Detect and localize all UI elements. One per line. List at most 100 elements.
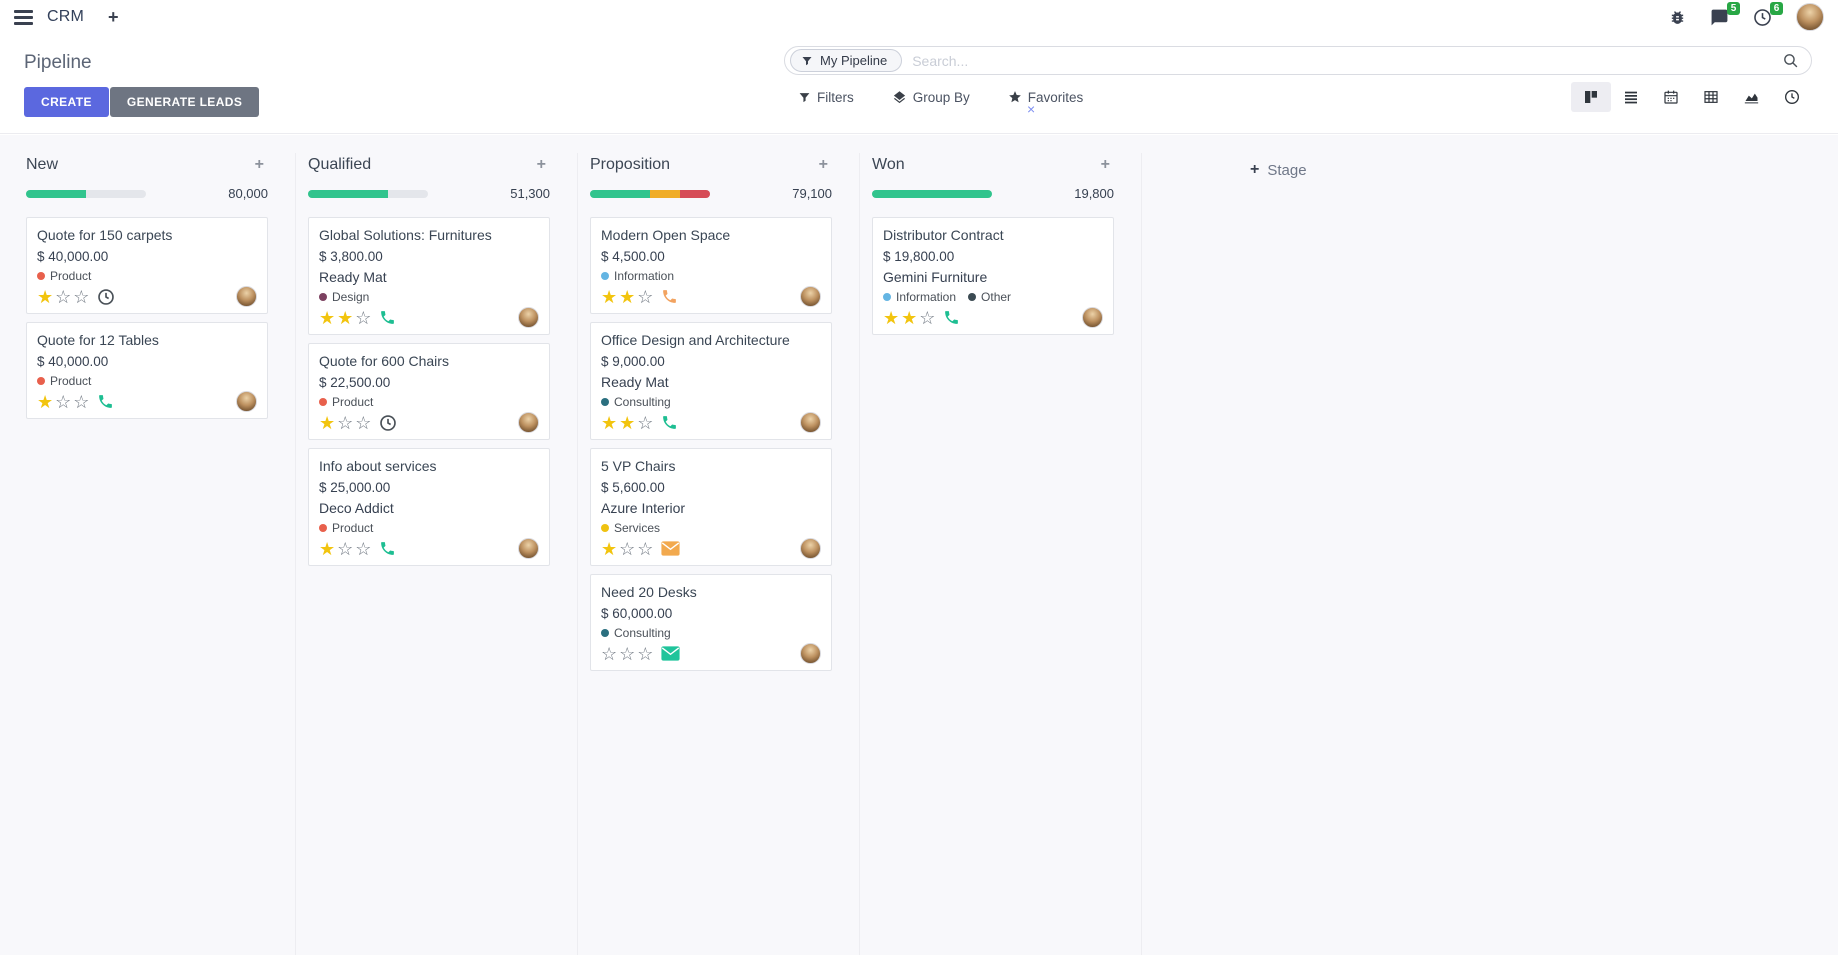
column-cards: Modern Open Space $ 4,500.00 Information… (590, 217, 832, 671)
kanban-column-qualified: Qualified + 51,300 Global Solutions: Fur… (296, 153, 578, 955)
column-progressbar[interactable] (872, 189, 992, 198)
kanban-card[interactable]: Quote for 150 carpets $ 40,000.00 Produc… (26, 217, 268, 314)
priority-star-icon[interactable]: ★ (37, 391, 54, 412)
priority-star-icon[interactable]: ★ (901, 307, 918, 328)
priority-star-icon[interactable]: ☆ (637, 538, 654, 559)
clock-activity-icon[interactable] (97, 288, 115, 306)
pivot-view-button[interactable] (1691, 82, 1731, 112)
priority-star-icon[interactable]: ★ (601, 412, 618, 433)
priority-star-icon[interactable]: ★ (619, 412, 636, 433)
priority-star-icon[interactable]: ★ (601, 538, 618, 559)
activity-view-button[interactable] (1772, 82, 1812, 112)
priority-star-icon[interactable]: ☆ (337, 538, 354, 559)
phone-activity-icon[interactable] (661, 288, 678, 305)
priority-star-icon[interactable]: ★ (619, 286, 636, 307)
salesperson-avatar[interactable] (800, 643, 821, 664)
filters-menu[interactable]: Filters (784, 84, 868, 111)
list-view-button[interactable] (1611, 82, 1651, 112)
salesperson-avatar[interactable] (518, 307, 539, 328)
card-amount: $ 4,500.00 (601, 249, 665, 264)
priority-star-icon[interactable]: ☆ (337, 412, 354, 433)
phone-activity-icon[interactable] (661, 414, 678, 431)
messages-icon[interactable]: 5 (1710, 1, 1740, 27)
phone-activity-icon[interactable] (97, 393, 114, 410)
calendar-view-button[interactable] (1651, 82, 1691, 112)
salesperson-avatar[interactable] (800, 412, 821, 433)
column-progressbar[interactable] (308, 189, 428, 198)
priority-star-icon[interactable]: ☆ (637, 286, 654, 307)
priority-star-icon[interactable]: ☆ (619, 643, 636, 664)
quick-create-icon[interactable]: + (818, 156, 828, 173)
kanban-view-button[interactable] (1571, 82, 1611, 112)
phone-activity-icon[interactable] (379, 309, 396, 326)
graph-view-button[interactable] (1731, 82, 1772, 112)
column-progressbar[interactable] (590, 189, 710, 198)
priority-star-icon[interactable]: ★ (319, 538, 336, 559)
create-button[interactable]: CREATE (24, 87, 109, 117)
debug-bug-icon[interactable] (1669, 9, 1686, 26)
activities-clock-icon[interactable]: 6 (1753, 1, 1783, 27)
clock-activity-icon[interactable] (379, 414, 397, 432)
phone-activity-icon[interactable] (943, 309, 960, 326)
priority-star-icon[interactable]: ★ (319, 412, 336, 433)
column-progressbar[interactable] (26, 189, 146, 198)
quick-create-icon[interactable]: + (254, 156, 264, 173)
priority-star-icon[interactable]: ★ (337, 307, 354, 328)
priority-star-icon[interactable]: ☆ (919, 307, 936, 328)
priority-star-icon[interactable]: ☆ (355, 538, 372, 559)
salesperson-avatar[interactable] (518, 538, 539, 559)
priority-star-icon[interactable]: ☆ (55, 391, 72, 412)
priority-star-icon[interactable]: ☆ (637, 643, 654, 664)
kanban-card[interactable]: Office Design and Architecture $ 9,000.0… (590, 322, 832, 440)
search-bar[interactable]: My Pipeline Search... (784, 46, 1812, 75)
search-icon[interactable] (1782, 52, 1799, 69)
priority-star-icon[interactable]: ☆ (73, 391, 90, 412)
priority-star-icon[interactable]: ★ (37, 286, 54, 307)
kanban-card[interactable]: Distributor Contract $ 19,800.00 Gemini … (872, 217, 1114, 335)
priority-star-icon[interactable]: ☆ (619, 538, 636, 559)
kanban-card[interactable]: Modern Open Space $ 4,500.00 Information… (590, 217, 832, 314)
favorites-menu[interactable]: Favorites (994, 84, 1098, 111)
phone-activity-icon[interactable] (379, 540, 396, 557)
salesperson-avatar[interactable] (800, 538, 821, 559)
search-facet-my-pipeline[interactable]: My Pipeline (790, 49, 903, 72)
kanban-board: New + 80,000 Quote for 150 carpets $ 40,… (0, 135, 1838, 955)
card-tag: Product (37, 269, 91, 283)
priority-star-icon[interactable]: ★ (601, 286, 618, 307)
priority-star-icon[interactable]: ☆ (355, 307, 372, 328)
kanban-card[interactable]: Need 20 Desks $ 60,000.00 Consulting ☆ ☆ ☆ (590, 574, 832, 671)
priority-star-icon[interactable]: ☆ (355, 412, 372, 433)
quick-create-icon[interactable]: + (536, 156, 546, 173)
mail-activity-icon[interactable] (661, 541, 681, 556)
apps-menu-icon[interactable] (14, 9, 33, 25)
app-name[interactable]: CRM (47, 8, 85, 25)
kanban-card[interactable]: Info about services $ 25,000.00 Deco Add… (308, 448, 550, 566)
salesperson-avatar[interactable] (236, 391, 257, 412)
salesperson-avatar[interactable] (236, 286, 257, 307)
mail-activity-icon[interactable] (661, 646, 681, 661)
kanban-card[interactable]: Quote for 12 Tables $ 40,000.00 Product … (26, 322, 268, 419)
priority-star-icon[interactable]: ☆ (73, 286, 90, 307)
priority-star-icon[interactable]: ☆ (55, 286, 72, 307)
activity-clock-icon (1785, 90, 1799, 104)
kanban-card[interactable]: Global Solutions: Furnitures $ 3,800.00 … (308, 217, 550, 335)
facet-remove-icon[interactable]: × (1027, 101, 1036, 117)
group-by-menu[interactable]: Group By (878, 84, 984, 111)
kanban-card[interactable]: 5 VP Chairs $ 5,600.00 Azure Interior Se… (590, 448, 832, 566)
priority-star-icon[interactable]: ★ (883, 307, 900, 328)
salesperson-avatar[interactable] (1082, 307, 1103, 328)
quick-create-icon[interactable]: + (1100, 156, 1110, 173)
kanban-card[interactable]: Quote for 600 Chairs $ 22,500.00 Product… (308, 343, 550, 440)
salesperson-avatar[interactable] (800, 286, 821, 307)
kanban-column-new: New + 80,000 Quote for 150 carpets $ 40,… (14, 153, 296, 955)
add-tab-button[interactable]: + (108, 6, 119, 27)
generate-leads-button[interactable]: GENERATE LEADS (109, 87, 260, 117)
add-stage-button[interactable]: + Stage (1250, 161, 1307, 179)
search-input[interactable]: Search... (912, 52, 969, 69)
tag-color-dot (968, 293, 977, 301)
priority-star-icon[interactable]: ★ (319, 307, 336, 328)
priority-star-icon[interactable]: ☆ (601, 643, 618, 664)
priority-star-icon[interactable]: ☆ (637, 412, 654, 433)
salesperson-avatar[interactable] (518, 412, 539, 433)
user-avatar[interactable] (1796, 3, 1824, 31)
